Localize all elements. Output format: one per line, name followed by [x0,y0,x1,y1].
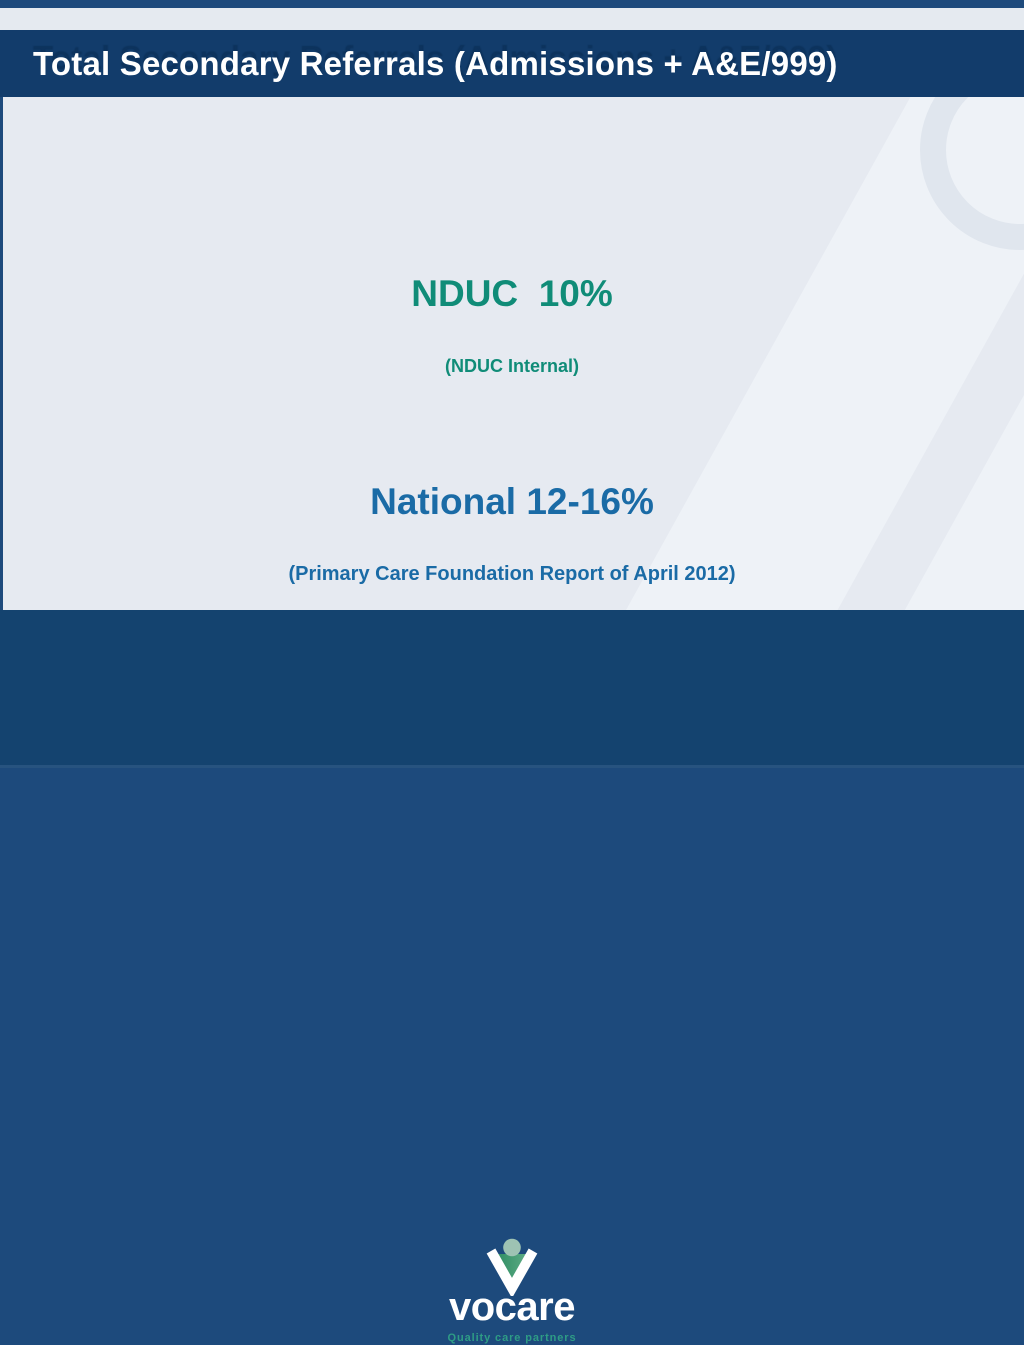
vocare-tagline: Quality care partners [447,1332,577,1344]
top-frame-strip [0,0,1024,8]
stat-nduc-headline: NDUC 10% [411,273,613,314]
stat-national-source: (Primary Care Foundation Report of April… [288,563,736,585]
slide-title: Total Secondary Referrals (Admissions + … [33,44,838,82]
slide-body: NDUC 10% (NDUC Internal) National 12-16%… [0,97,1024,610]
stat-national-headline: National 12-16% [370,481,654,522]
title-band: Total Secondary Referrals (Admissions + … [0,30,1024,97]
footer-band: vocare Quality care partners [0,610,1024,1344]
left-frame-strip [0,97,3,610]
vocare-wordmark: vocare [449,1285,575,1329]
top-gap-band [0,8,1024,30]
stat-nduc-source: (NDUC Internal) [445,356,579,376]
